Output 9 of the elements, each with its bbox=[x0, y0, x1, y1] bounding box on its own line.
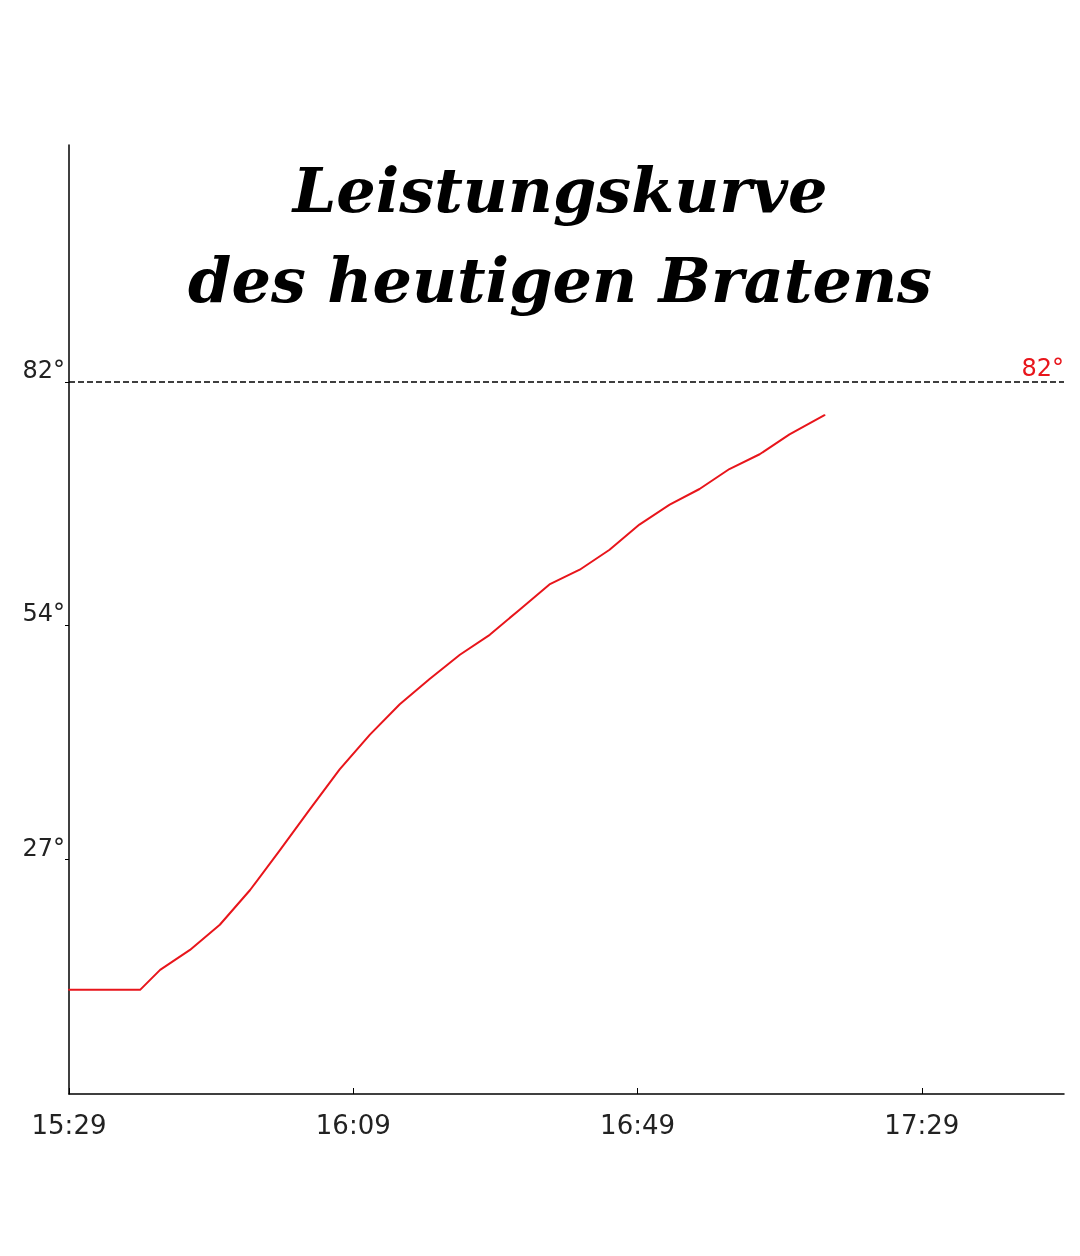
y-tick-label: 54° bbox=[22, 599, 65, 628]
text: Leistungskurve des heutigen Bratens bbox=[188, 153, 932, 317]
y-tick-label: 27° bbox=[22, 833, 65, 862]
x-tick-label: 15:29 bbox=[31, 1110, 107, 1140]
y-tick-label: 82° bbox=[22, 356, 65, 385]
x-tick-label: 16:49 bbox=[600, 1110, 676, 1140]
ref-line-label: 82° bbox=[1021, 354, 1064, 383]
x-tick-label: 17:29 bbox=[884, 1110, 960, 1140]
x-tick-label: 16:09 bbox=[315, 1110, 391, 1140]
